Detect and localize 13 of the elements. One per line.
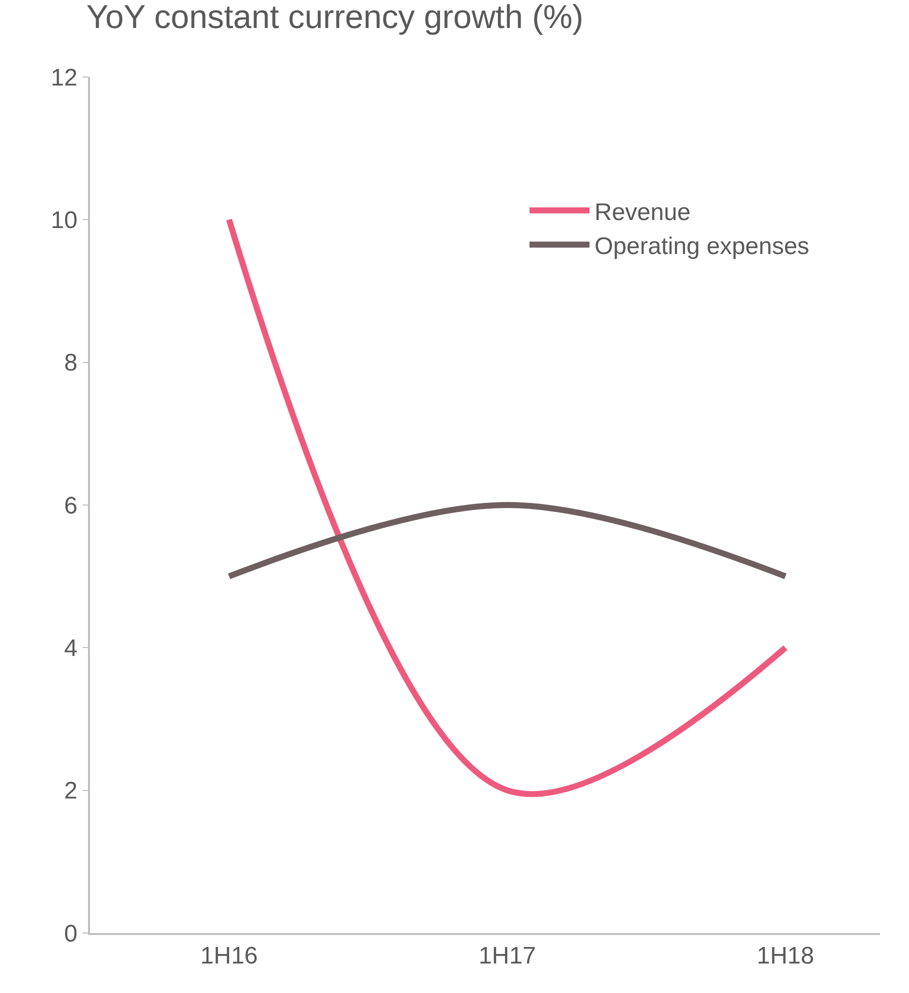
y-tick-label: 12 [50, 64, 78, 92]
x-tick-label: 1H18 [756, 942, 814, 970]
y-tick-label: 0 [64, 920, 78, 948]
legend-label: Revenue [594, 198, 691, 226]
y-tick-label: 2 [64, 778, 78, 805]
x-tick-label: 1H16 [200, 942, 258, 970]
legend-label: Operating expenses [594, 232, 810, 260]
y-tick-label: 10 [50, 207, 78, 234]
y-tick-label: 8 [64, 350, 78, 377]
y-tick-label: 4 [64, 635, 78, 662]
x-tick-label: 1H17 [478, 942, 536, 970]
y-tick-label: 6 [64, 492, 78, 520]
chart-title: YoY constant currency growth (%) [86, 0, 584, 36]
